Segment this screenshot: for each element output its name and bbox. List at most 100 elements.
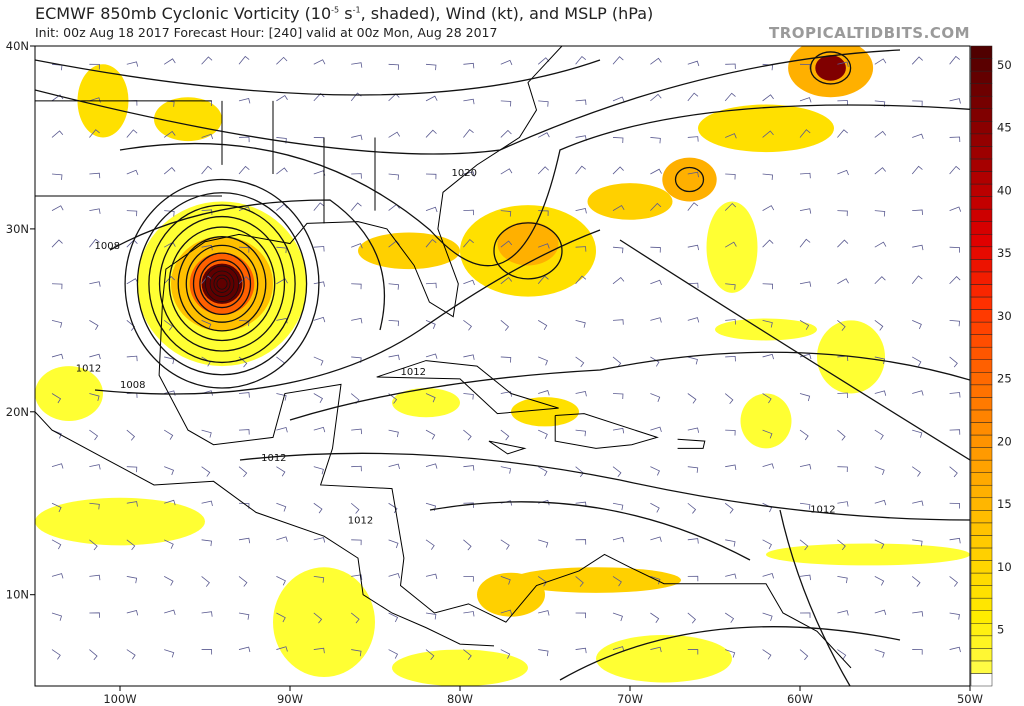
wind-barb <box>238 206 251 212</box>
colorbar-tick-label: 35 <box>997 246 1012 260</box>
wind-barb <box>276 167 288 175</box>
wind-barb <box>874 429 884 440</box>
wind-barb <box>351 428 363 435</box>
wind-barb <box>874 356 886 365</box>
wind-barb <box>799 612 811 618</box>
colorbar-cell <box>970 434 993 448</box>
wind-barb <box>425 63 437 71</box>
wind-barb <box>276 426 288 433</box>
low-isobar <box>493 222 563 280</box>
wind-barb <box>425 129 437 138</box>
wind-barb <box>425 573 438 580</box>
wind-barb <box>575 612 587 619</box>
isobar <box>289 351 970 421</box>
colorbar-cell <box>970 171 993 185</box>
colorbar: 5 10 15 20 25 30 35 40 45 50 <box>970 45 1012 687</box>
coastline <box>677 438 706 449</box>
wind-barb <box>238 165 250 175</box>
isobar <box>559 626 901 681</box>
wind-barb <box>650 137 661 144</box>
wind-barb <box>874 609 887 616</box>
wind-barb <box>51 319 63 328</box>
wind-barb <box>276 466 286 477</box>
lat-tick-label: 40N <box>6 39 29 53</box>
colorbar-tick-label: 10 <box>997 560 1012 574</box>
wind-barb <box>313 502 323 514</box>
wind-barb <box>89 353 101 360</box>
wind-barb <box>725 63 736 69</box>
colorbar-cell <box>970 510 993 524</box>
wind-barb <box>351 649 362 657</box>
vorticity-area <box>392 649 528 686</box>
wind-barb <box>351 283 362 290</box>
wind-barb <box>687 92 699 102</box>
colorbar-cell <box>970 497 993 511</box>
vorticity-area <box>358 232 460 270</box>
wind-barb <box>799 574 811 581</box>
wind-barb <box>463 502 474 508</box>
wind-barb <box>874 167 887 175</box>
isobar-label: 1012 <box>76 364 101 375</box>
wind-barb <box>425 612 437 620</box>
wind-barb <box>575 55 587 65</box>
colorbar-cell <box>970 409 993 423</box>
wind-barb <box>874 390 887 396</box>
wind-barb <box>463 354 475 360</box>
wind-barb <box>89 238 100 248</box>
wind-barb <box>799 129 811 138</box>
wind-barb <box>799 393 811 402</box>
wind-barb <box>276 246 287 254</box>
lon-tick-label: 100W <box>103 692 136 706</box>
wind-barb <box>538 649 549 657</box>
wind-barb <box>126 61 139 67</box>
colorbar-cell <box>970 208 993 222</box>
wind-barb <box>612 466 622 477</box>
wind-barb <box>463 209 475 216</box>
colorbar-cell <box>970 146 993 160</box>
wind-barb <box>201 244 213 251</box>
wind-barb <box>89 649 98 661</box>
wind-barb <box>837 210 848 217</box>
wind-barb <box>201 429 212 438</box>
wind-barb <box>575 501 587 508</box>
wind-barb <box>500 649 511 659</box>
colorbar-cell <box>970 359 993 373</box>
wind-barb <box>313 356 324 366</box>
wind-barb <box>949 206 962 212</box>
wind-barb <box>163 167 176 175</box>
title-text: , shaded), Wind (kt), and MSLP (hPa) <box>360 4 654 23</box>
wind-barb <box>388 539 399 549</box>
wind-barb <box>687 649 699 655</box>
wind-barb <box>350 502 360 514</box>
wind-barb <box>725 283 736 290</box>
map-frame <box>34 45 971 687</box>
colorbar-cell <box>970 196 993 210</box>
vorticity-area <box>497 221 559 266</box>
vorticity-area <box>201 263 243 304</box>
wind-barb <box>650 502 660 513</box>
wind-barb <box>89 574 101 581</box>
wind-barb <box>201 500 213 507</box>
wind-barb <box>350 202 362 211</box>
wind-barb <box>388 319 400 327</box>
wind-barb <box>725 649 736 658</box>
wind-barb <box>537 166 549 175</box>
low-isobar <box>674 166 705 193</box>
wind-barb <box>500 168 513 175</box>
wind-barb <box>650 536 662 542</box>
wind-barb <box>538 356 548 366</box>
isobar-label: 1008 <box>95 241 120 252</box>
hurricane-isobar <box>136 192 308 376</box>
wind-barb <box>837 539 846 551</box>
wind-barb <box>164 466 175 476</box>
colorbar-cell <box>970 58 993 72</box>
wind-barb <box>725 539 736 547</box>
colorbar-cell <box>970 535 993 549</box>
colorbar-cell <box>970 158 993 172</box>
vorticity-area <box>698 104 834 153</box>
wind-barb <box>51 393 62 404</box>
wind-barb <box>350 92 362 102</box>
colorbar-cell <box>970 673 993 687</box>
vorticity-area <box>154 97 222 142</box>
wind-barb <box>949 98 961 104</box>
